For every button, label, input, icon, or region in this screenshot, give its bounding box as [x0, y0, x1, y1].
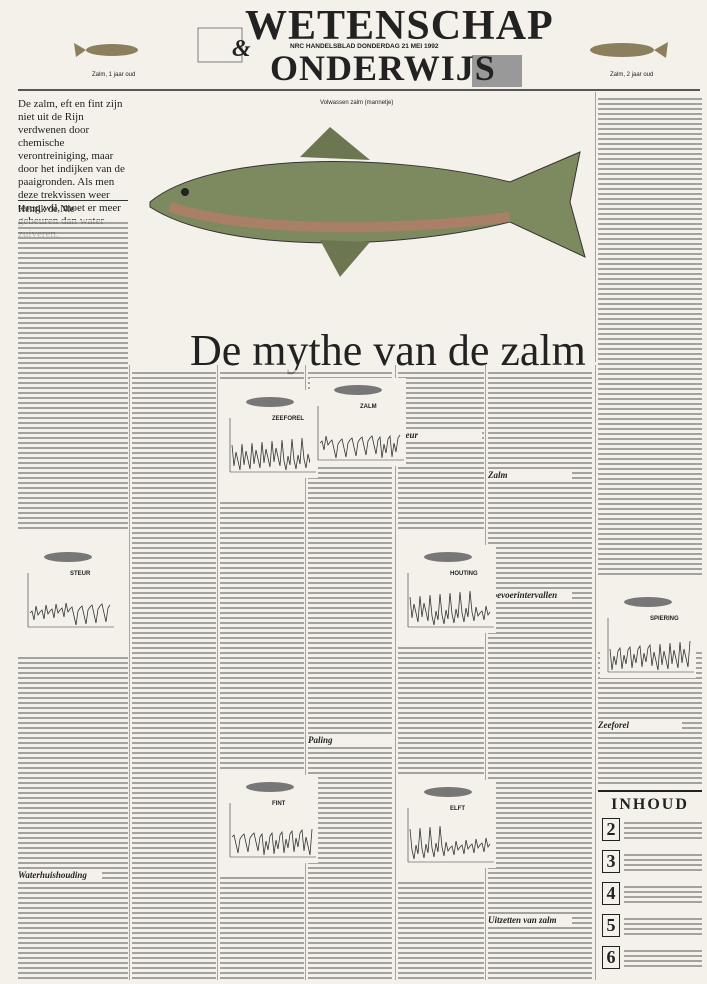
- chart-label: SPIERING: [650, 616, 679, 622]
- rule: [18, 200, 128, 201]
- chart-label: ELFT: [450, 806, 465, 812]
- subhead: Uitzetten van zalm: [488, 915, 572, 925]
- contents-text: [624, 916, 702, 938]
- body-text: [220, 500, 304, 770]
- salmon-illustration: [130, 92, 600, 322]
- catch-chart: [20, 545, 116, 633]
- body-text: [220, 370, 304, 380]
- chart-label: STEUR: [70, 571, 90, 577]
- catch-chart: [310, 378, 406, 466]
- subhead: Zeeforel: [598, 720, 682, 730]
- chart-drawing: [400, 545, 496, 633]
- catch-chart: [400, 545, 496, 633]
- catch-chart: [400, 780, 496, 868]
- chart-label: ZEEFOREL: [272, 416, 304, 422]
- chart-label: FINT: [272, 801, 285, 807]
- column-rule: [595, 365, 596, 980]
- body-text: [398, 645, 484, 775]
- byline: Henrik de Nie: [18, 204, 75, 215]
- dateline: NRC HANDELSBLAD DONDERDAG 21 MEI 1992: [290, 43, 438, 50]
- chart-drawing: [400, 780, 496, 868]
- body-text: [488, 370, 592, 980]
- contents-text: [624, 884, 702, 906]
- chart-drawing: [222, 775, 318, 863]
- contents-title: INHOUD: [598, 796, 702, 814]
- subhead: Paling: [308, 735, 392, 745]
- catch-chart: [222, 775, 318, 863]
- ampersand: &: [232, 36, 252, 63]
- headline: De mythe van de zalm: [190, 325, 586, 376]
- body-text: [220, 875, 304, 980]
- chart-drawing: [222, 390, 318, 478]
- contents-number: 5: [602, 914, 620, 937]
- contents-text: [624, 820, 702, 842]
- chart-label: ZALM: [360, 404, 377, 410]
- catch-chart: [222, 390, 318, 478]
- body-text: [18, 220, 128, 530]
- body-text: [598, 96, 702, 576]
- fish-right: [590, 42, 668, 58]
- catch-chart: [600, 590, 696, 678]
- chart-drawing: [600, 590, 696, 678]
- chart-drawing: [20, 545, 116, 633]
- subhead: Waterhuishouding: [18, 870, 102, 880]
- contents-text: [624, 948, 702, 970]
- column-rule: [595, 92, 596, 362]
- contents-text: [624, 852, 702, 874]
- contents-number: 2: [602, 818, 620, 841]
- body-text: [18, 655, 128, 980]
- body-text: [398, 370, 484, 530]
- chart-drawing: [310, 378, 406, 466]
- section-title: ONDERWIJS: [270, 47, 496, 89]
- subhead: Toevoerintervallen: [488, 590, 572, 600]
- newspaper-page: WETENSCHAP & ONDERWIJS NRC HANDELSBLAD D…: [0, 0, 707, 984]
- chart-label: HOUTING: [450, 571, 478, 577]
- illustration-caption: Volwassen zalm (mannetje): [320, 100, 393, 106]
- caption: Zalm, 1 jaar oud: [92, 72, 135, 78]
- fish-left: [74, 43, 138, 57]
- body-text: [132, 370, 216, 980]
- column-rule: [485, 365, 486, 980]
- contents-number: 3: [602, 850, 620, 873]
- body-text: [398, 880, 484, 980]
- caption: Zalm, 2 jaar oud: [610, 72, 653, 78]
- column-rule: [129, 365, 130, 980]
- contents-number: 6: [602, 946, 620, 969]
- subhead: Zalm: [488, 470, 572, 480]
- column-rule: [217, 365, 218, 980]
- subhead: Steur: [398, 430, 482, 440]
- contents-number: 4: [602, 882, 620, 905]
